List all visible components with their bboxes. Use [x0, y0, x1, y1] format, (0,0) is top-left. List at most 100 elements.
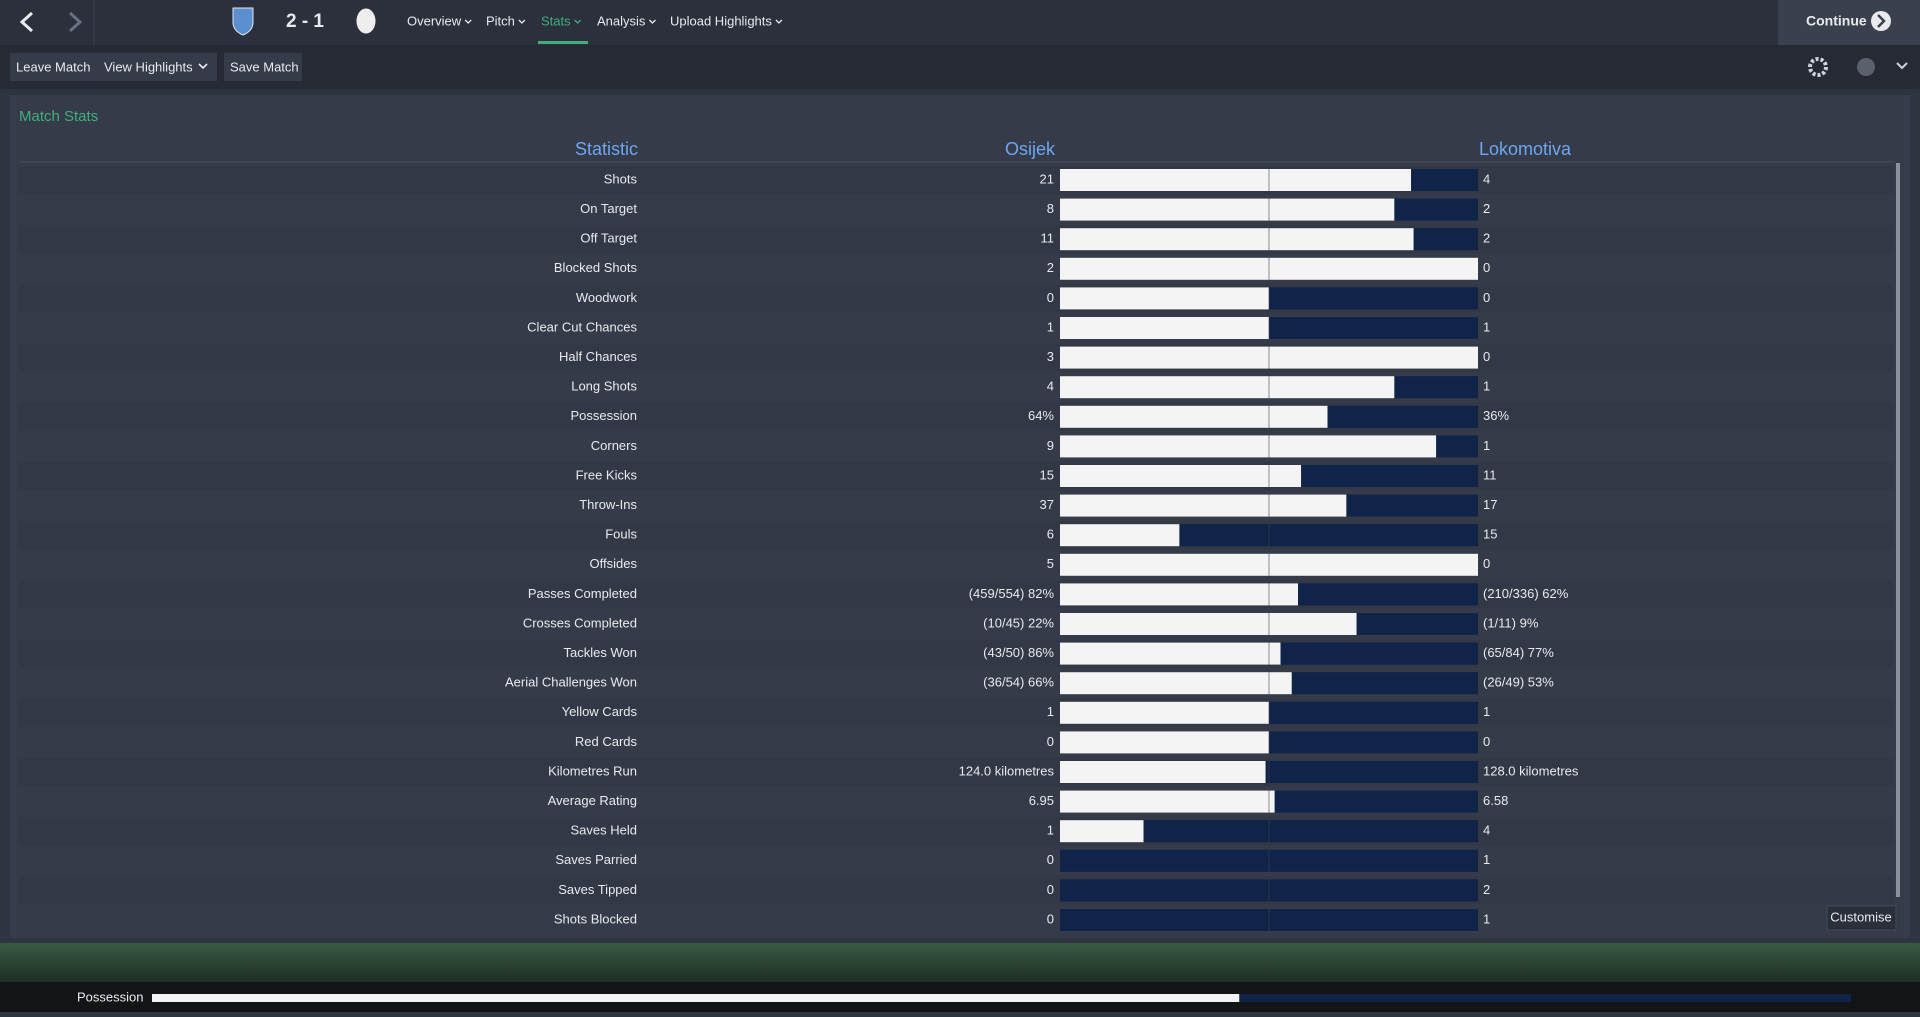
continue-arrow: [1877, 14, 1886, 28]
home-value: 1: [1047, 704, 1054, 719]
home-value: 9: [1047, 438, 1054, 453]
away-value: 6.58: [1483, 793, 1508, 808]
help-icon[interactable]: [1857, 58, 1875, 76]
away-value: 2: [1483, 201, 1490, 216]
settings-icon[interactable]: [1808, 57, 1828, 77]
away-value: 2: [1483, 231, 1490, 246]
menu-item[interactable]: Stats: [541, 13, 571, 28]
header-statistic: Statistic: [575, 139, 638, 159]
row-stripe: [19, 758, 1893, 786]
stat-label: Clear Cut Chances: [527, 319, 637, 334]
stat-label: Woodwork: [576, 290, 638, 305]
home-value: 21: [1040, 171, 1054, 186]
stat-label: Yellow Cards: [562, 704, 638, 719]
away-bar: [1394, 198, 1478, 221]
away-bar: [1301, 465, 1478, 487]
home-bar: [1060, 701, 1269, 724]
row-stripe: [19, 876, 1893, 905]
customise-label[interactable]: Customise: [1830, 909, 1891, 924]
home-bar: [1060, 228, 1414, 251]
menu-item[interactable]: Analysis: [597, 13, 646, 28]
pitch-strip: [0, 943, 1920, 982]
row-stripe: [19, 817, 1893, 846]
stat-label: Aerial Challenges Won: [505, 675, 637, 690]
away-value: 1: [1483, 438, 1490, 453]
continue-button[interactable]: [1778, 0, 1920, 45]
away-value: (1/11) 9%: [1483, 615, 1539, 630]
home-value: 0: [1047, 911, 1054, 926]
home-value: (36/54) 66%: [983, 675, 1054, 690]
home-value: 6: [1047, 527, 1054, 542]
menu-caret: [775, 19, 783, 24]
back-arrow[interactable]: [19, 11, 34, 33]
home-value: (10/45) 22%: [983, 615, 1054, 630]
away-bar: [1346, 494, 1478, 517]
active-tab-underline: [538, 41, 588, 44]
panel-title: Match Stats: [19, 108, 98, 125]
away-bar: [1327, 405, 1478, 428]
away-value: 0: [1483, 556, 1490, 571]
toolbar-button-label[interactable]: View Highlights: [104, 59, 193, 74]
row-stripe: [19, 284, 1893, 313]
dropdown-icon[interactable]: [1896, 62, 1908, 70]
forward-arrow: [68, 11, 83, 33]
away-value: 1: [1483, 852, 1490, 867]
home-bar: [1060, 642, 1281, 665]
toolbar-button[interactable]: [98, 53, 217, 81]
away-value: 4: [1483, 171, 1490, 186]
away-value: (65/84) 77%: [1483, 645, 1554, 660]
home-bar: [1060, 761, 1266, 783]
menu-item[interactable]: Overview: [407, 13, 462, 28]
stat-label: Saves Parried: [555, 852, 637, 867]
stat-label: Shots Blocked: [554, 911, 637, 926]
stat-label: Half Chances: [559, 349, 638, 364]
away-value: 17: [1483, 497, 1497, 512]
stat-label: Tackles Won: [564, 645, 637, 660]
menu-item[interactable]: Pitch: [486, 13, 515, 28]
continue-label[interactable]: Continue: [1806, 13, 1867, 29]
stat-label: Free Kicks: [576, 467, 638, 482]
away-bar: [1269, 287, 1478, 310]
away-value: 0: [1483, 349, 1490, 364]
away-value: 2: [1483, 882, 1490, 897]
away-value: (210/336) 62%: [1483, 586, 1569, 601]
away-value: 0: [1483, 734, 1490, 749]
top-bar: [0, 0, 1920, 45]
away-value: 4: [1483, 823, 1490, 838]
away-bar: [1269, 317, 1478, 339]
stat-label: Long Shots: [571, 379, 637, 394]
home-value: 4: [1047, 379, 1054, 394]
away-value: 128.0 kilometres: [1483, 763, 1579, 778]
toolbar-button[interactable]: [10, 53, 111, 81]
away-bar: [1280, 642, 1478, 665]
away-value: 1: [1483, 911, 1490, 926]
stat-label: Kilometres Run: [548, 763, 637, 778]
away-badge: [355, 7, 377, 35]
home-value: 2: [1047, 260, 1054, 275]
footer-possession-label: Possession: [77, 989, 143, 1004]
stat-label: Passes Completed: [528, 586, 637, 601]
stat-label: On Target: [580, 201, 637, 216]
away-value: 1: [1483, 704, 1490, 719]
row-stripe: [19, 639, 1893, 668]
stat-label: Red Cards: [575, 734, 638, 749]
home-value: 15: [1040, 467, 1054, 482]
customise-button[interactable]: [1826, 905, 1897, 931]
toolbar-button-label[interactable]: Save Match: [230, 59, 299, 74]
home-value: 64%: [1028, 408, 1054, 423]
stat-label: Possession: [571, 408, 637, 423]
home-value: 37: [1040, 497, 1054, 512]
toolbar-button-label[interactable]: Leave Match: [16, 59, 90, 74]
home-bar: [1060, 731, 1269, 754]
continue-icon[interactable]: [1871, 11, 1891, 31]
home-bar: [1060, 583, 1299, 606]
home-value: 5: [1047, 556, 1054, 571]
home-value: 1: [1047, 823, 1054, 838]
row-stripe: [19, 580, 1893, 609]
scrollbar[interactable]: [1896, 163, 1900, 897]
menu-item[interactable]: Upload Highlights: [670, 13, 772, 28]
row-stripe: [19, 402, 1893, 431]
toolbar-button[interactable]: [224, 53, 302, 81]
home-bar: [1060, 494, 1347, 517]
